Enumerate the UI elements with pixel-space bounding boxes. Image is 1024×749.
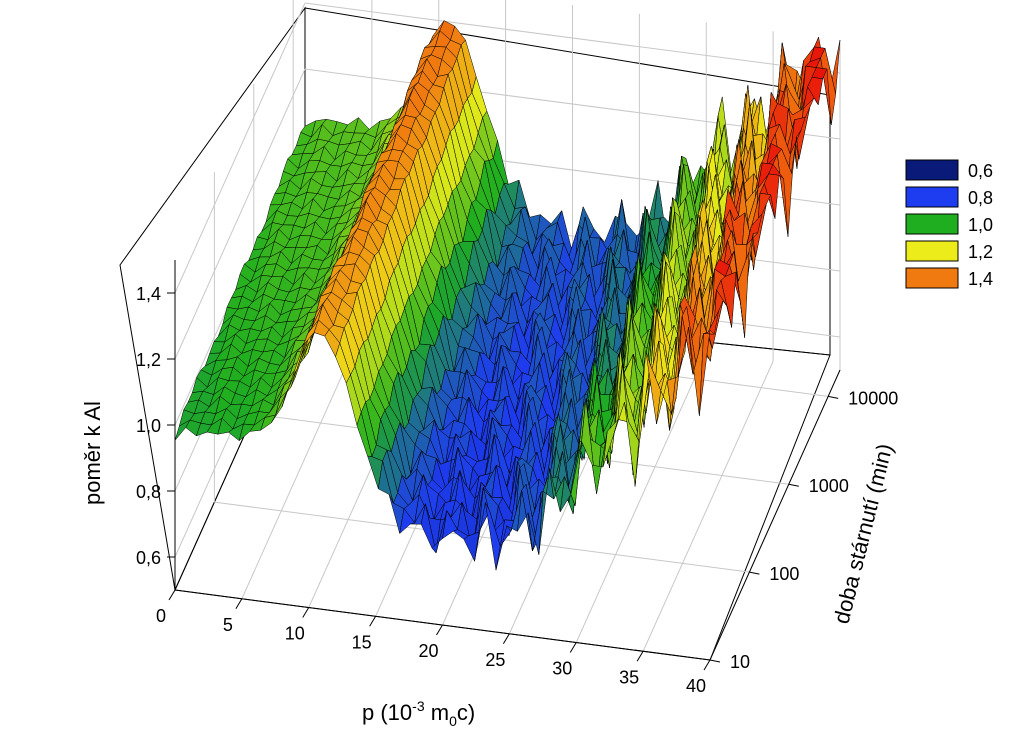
x-tick-label: 35 — [619, 667, 639, 687]
z-tick-label: 1,4 — [136, 284, 161, 304]
floor-grid-line — [575, 352, 707, 643]
x-axis-label-part-0: p (10 — [362, 700, 412, 725]
legend-swatch — [905, 267, 959, 289]
x-axis-ticks: 0 5 10 15 20 25 30 35 40 — [156, 589, 711, 696]
z-tick-label: 1,2 — [136, 350, 161, 370]
x-tick-mark — [636, 650, 644, 662]
legend-label: 0,6 — [968, 161, 993, 181]
x-tick-mark — [569, 642, 577, 653]
x-tick-mark — [235, 598, 243, 610]
x-tick-mark — [703, 659, 711, 671]
back-grid-line — [304, 2, 841, 74]
legend-label: 1,0 — [968, 215, 993, 235]
floor-grid-line — [642, 361, 774, 652]
y-tick-mark — [709, 659, 721, 663]
x-tick-label: 20 — [418, 641, 438, 661]
x-tick-label: 5 — [223, 615, 233, 635]
y-tick-label: 1000 — [809, 476, 849, 496]
x-tick-label: 30 — [552, 659, 572, 679]
x-axis-label-part-1: -3 — [412, 698, 425, 714]
legend: 0,6 0,8 1,0 1,2 1,4 — [905, 159, 993, 289]
floor-grid-line — [214, 501, 750, 573]
y-tick-mark — [828, 395, 839, 399]
x-tick-label: 15 — [352, 632, 372, 652]
y-tick-label: 10000 — [848, 388, 898, 408]
x-tick-label: 40 — [686, 676, 706, 696]
x-tick-mark — [168, 589, 176, 601]
x-axis-label-part-2: m — [425, 700, 449, 725]
x-tick-mark — [502, 633, 510, 645]
x-tick-mark — [369, 615, 377, 627]
legend-label: 1,4 — [968, 269, 993, 289]
legend-swatch — [905, 240, 959, 262]
x-axis-label: p (10-3 m0c) — [362, 698, 475, 729]
legend-label: 1,2 — [968, 242, 993, 262]
x-tick-mark — [436, 624, 443, 636]
y-tick-mark — [749, 571, 760, 575]
x-tick-label: 0 — [156, 606, 166, 626]
y-tick-label: 100 — [769, 564, 799, 584]
z-axis-ticks: 0,6 0,8 1,0 1,2 1,4 — [136, 284, 175, 568]
z-tick-label: 1,0 — [136, 416, 161, 436]
y-tick-mark — [788, 483, 799, 487]
legend-label: 0,8 — [968, 188, 993, 208]
legend-swatch — [905, 159, 959, 181]
x-tick-label: 25 — [485, 650, 505, 670]
z-tick-label: 0,6 — [136, 548, 161, 568]
x-axis-label-part-4: c) — [457, 700, 475, 725]
z-tick-label: 0,8 — [136, 482, 161, 502]
y-axis-ticks: 10 100 1000 10000 — [709, 388, 898, 672]
legend-swatch — [905, 213, 959, 235]
z-axis-label: poměr k Al — [80, 401, 105, 505]
box-edge — [709, 369, 841, 661]
x-axis-label-part-3: 0 — [449, 713, 457, 729]
side-grid-line — [174, 68, 306, 360]
x-tick-mark — [302, 607, 310, 618]
side-grid-line — [174, 2, 306, 294]
legend-swatch — [905, 186, 959, 208]
y-axis-label: doba stárnutí (min) — [829, 441, 898, 626]
y-tick-label: 10 — [730, 652, 750, 672]
x-tick-label: 10 — [285, 624, 305, 644]
surface-facet — [699, 329, 715, 417]
surface — [174, 20, 841, 661]
